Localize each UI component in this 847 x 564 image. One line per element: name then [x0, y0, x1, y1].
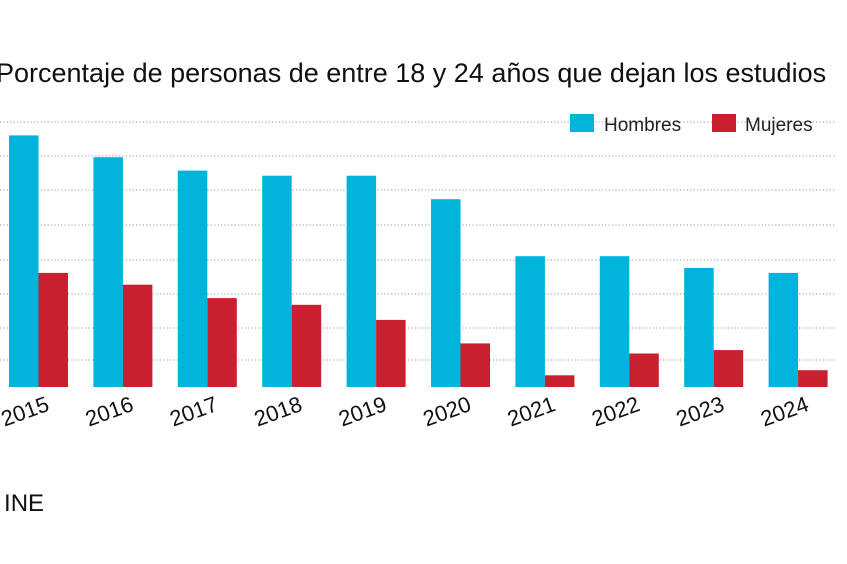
- bar-mujeres-2017: [207, 298, 237, 387]
- x-tick-label-2017: 2017: [166, 391, 221, 431]
- x-tick-label-2018: 2018: [251, 391, 306, 431]
- bar-mujeres-2019: [376, 319, 406, 387]
- x-tick-label-2022: 2022: [588, 391, 643, 431]
- legend: Hombres Mujeres: [570, 114, 813, 136]
- bar-hombres-2024: [768, 272, 799, 387]
- bar-hombres-2021: [515, 256, 545, 387]
- bar-mujeres-2020: [460, 343, 490, 387]
- bar-mujeres-2015: [38, 272, 68, 387]
- x-tick-label-2021: 2021: [504, 391, 559, 431]
- bar-mujeres-2021: [544, 375, 575, 387]
- bar-hombres-2017: [177, 170, 208, 387]
- bar-hombres-2015: [9, 135, 39, 387]
- x-tick-label-2016: 2016: [82, 391, 137, 431]
- x-axis-ticks: 2015 2016 2017 2018 2019 2020 2021 2022 2023 2024: [0, 391, 812, 431]
- x-tick-label-2020: 2020: [420, 391, 475, 431]
- bar-hombres-2020: [431, 199, 461, 387]
- x-tick-label-2019: 2019: [335, 391, 390, 431]
- legend-label-hombres: Hombres: [604, 115, 681, 136]
- bar-hombres-2019: [346, 175, 377, 387]
- chart-title: Porcentaje de personas de entre 18 y 24 …: [0, 58, 826, 88]
- bar-hombres-2016: [93, 157, 123, 387]
- legend-swatch-hombres: [570, 114, 594, 132]
- bar-mujeres-2024: [798, 370, 828, 387]
- legend-swatch-mujeres: [712, 114, 736, 132]
- x-tick-label-2015: 2015: [0, 391, 52, 431]
- bar-mujeres-2018: [291, 304, 322, 387]
- bar-hombres-2018: [262, 175, 292, 387]
- bar-hombres-2022: [599, 256, 630, 387]
- legend-label-mujeres: Mujeres: [745, 115, 813, 136]
- source-label: Fuente: INE: [0, 490, 44, 517]
- bar-mujeres-2022: [629, 353, 659, 387]
- x-tick-label-2024: 2024: [757, 391, 812, 431]
- bar-hombres-2023: [684, 267, 714, 387]
- bar-mujeres-2016: [122, 284, 153, 387]
- x-tick-label-2023: 2023: [673, 391, 728, 431]
- bar-mujeres-2023: [713, 350, 744, 387]
- bars: [9, 135, 828, 387]
